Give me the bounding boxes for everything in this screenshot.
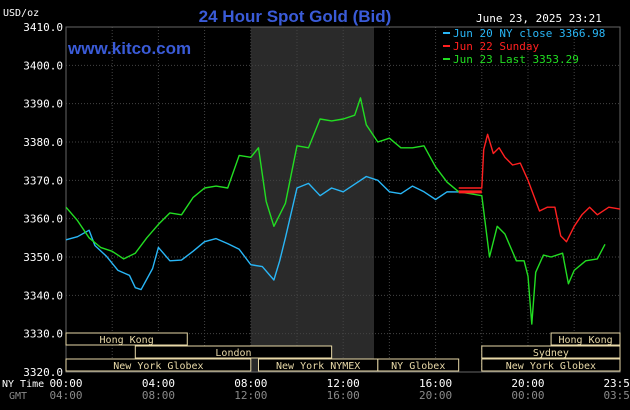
y-tick-label: 3320.0 [23, 366, 63, 379]
session-label: New York Globex [506, 361, 596, 372]
chart-title: 24 Hour Spot Gold (Bid) [199, 7, 392, 26]
y-tick-labels: 3410.0 3400.0 3390.0 3380.0 3370.0 3360.0 3350… [23, 21, 63, 379]
session-bar [550, 332, 621, 346]
plot-frame [65, 26, 621, 373]
x-tick-label-gmt: 08:00 [142, 389, 175, 402]
y-tick-label: 3390.0 [23, 98, 63, 111]
chart-timestamp: June 23, 2025 23:21 [476, 12, 602, 25]
session-label: Sydney [533, 348, 569, 359]
session-bar [65, 332, 188, 346]
session-label: New York Globex [113, 361, 203, 372]
x-tick-label: 20:00 [511, 377, 544, 390]
y-tick-label: 3330.0 [23, 328, 63, 341]
grid-layer [65, 26, 621, 373]
legend-entry: Jun 20 NY close 3366.98 [453, 27, 605, 40]
nymex-shaded-region [250, 27, 374, 372]
y-tick-label: 3340.0 [23, 289, 63, 302]
legend-entry: Jun 22 Sunday [453, 40, 539, 53]
x-tick-label: 08:00 [234, 377, 267, 390]
y-tick-label: 3360.0 [23, 213, 63, 226]
y-tick-label: 3370.0 [23, 174, 63, 187]
session-bar [65, 358, 252, 372]
x-tick-label: 04:00 [142, 377, 175, 390]
session-label: London [215, 348, 251, 359]
series-line-0 [65, 175, 459, 291]
session-bar [377, 358, 460, 372]
session-label: Hong Kong [100, 335, 154, 346]
x-tick-label: 12:00 [327, 377, 360, 390]
x-tick-label: 00:00 [49, 377, 82, 390]
x-tick-labels: 00:0004:0004:0008:0008:0012:0012:0016:00… [49, 377, 630, 402]
x-tick-label: 23:59 [603, 377, 630, 390]
x-axis-label-ny: NY Time [2, 379, 44, 390]
y-axis-label: USD/oz [3, 8, 39, 19]
x-tick-label-gmt: 12:00 [234, 389, 267, 402]
legend-entry: Jun 23 Last 3353.29 [453, 53, 579, 66]
series-line-2 [65, 97, 606, 325]
x-tick-label-gmt: 04:00 [49, 389, 82, 402]
series-line-1 [458, 133, 621, 243]
y-tick-label: 3400.0 [23, 59, 63, 72]
x-tick-label-gmt: 00:00 [511, 389, 544, 402]
session-bar [134, 345, 333, 359]
series-layer [65, 97, 621, 325]
x-tick-label-gmt: 16:00 [327, 389, 360, 402]
shaded-region-layer [250, 27, 374, 372]
x-axis-label-gmt: GMT [9, 391, 27, 402]
session-bars: Hong Kong London New York Globex New York N… [65, 332, 621, 372]
y-tick-label: 3350.0 [23, 251, 63, 264]
x-tick-label-gmt: 03:59 [603, 389, 630, 402]
session-bar [481, 358, 621, 372]
x-tick-label-gmt: 20:00 [419, 389, 452, 402]
y-tick-label: 3410.0 [23, 21, 63, 34]
session-label: Hong Kong [558, 335, 612, 346]
session-bar [481, 345, 621, 359]
session-label: New York NYMEX [276, 361, 360, 372]
site-url: www.kitco.com [67, 39, 191, 58]
x-tick-label: 16:00 [419, 377, 452, 390]
session-label: NY Globex [391, 361, 445, 372]
y-tick-label: 3380.0 [23, 136, 63, 149]
